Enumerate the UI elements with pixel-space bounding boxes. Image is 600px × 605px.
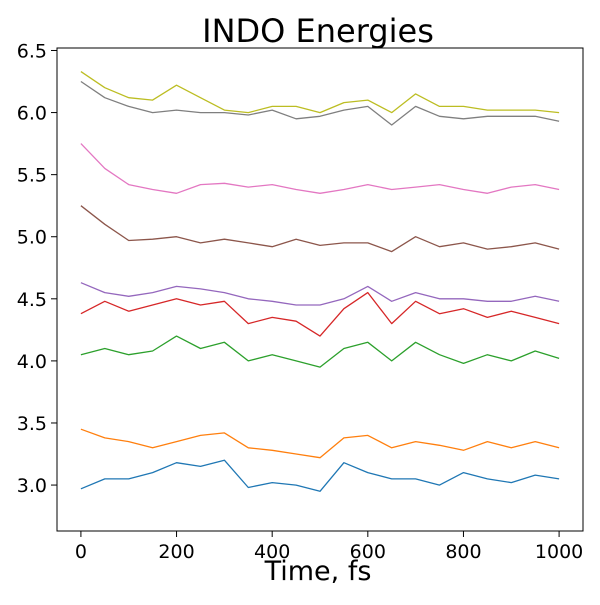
y-tick-label: 5.0 (17, 227, 47, 249)
x-tick-label: 600 (350, 541, 386, 563)
x-axis: 0 200 400 600 800 1000 (75, 531, 583, 563)
y-tick-label: 3.5 (17, 413, 47, 435)
y-tick-label: 5.5 (17, 165, 47, 187)
x-tick-label: 200 (158, 541, 194, 563)
y-tick-label: 6.0 (17, 103, 47, 125)
series-line-4 (80, 291, 560, 337)
series-line-2 (80, 428, 560, 459)
x-axis-label: Time, fs (264, 556, 372, 587)
chart-title: INDO Energies (202, 12, 434, 50)
series-line-1 (80, 459, 560, 492)
x-tick-label: 0 (75, 541, 87, 563)
series-line-5 (80, 282, 560, 306)
series-line-3 (80, 335, 560, 368)
series-line-7 (80, 143, 560, 194)
y-tick-label: 3.0 (17, 475, 47, 497)
series-group (80, 71, 560, 492)
series-line-6 (80, 205, 560, 253)
y-tick-label: 4.0 (17, 351, 47, 373)
y-tick-label: 6.5 (17, 40, 47, 62)
x-tick-label: 800 (445, 541, 481, 563)
y-tick-label: 4.5 (17, 289, 47, 311)
y-axis: 3.0 3.5 4.0 4.5 5.0 5.5 6.0 6.5 (17, 40, 57, 497)
plot-frame (56, 47, 584, 532)
series-line-9 (80, 71, 560, 114)
x-tick-label: 400 (254, 541, 290, 563)
series-line-8 (80, 80, 560, 126)
x-tick-label: 1000 (535, 541, 583, 563)
